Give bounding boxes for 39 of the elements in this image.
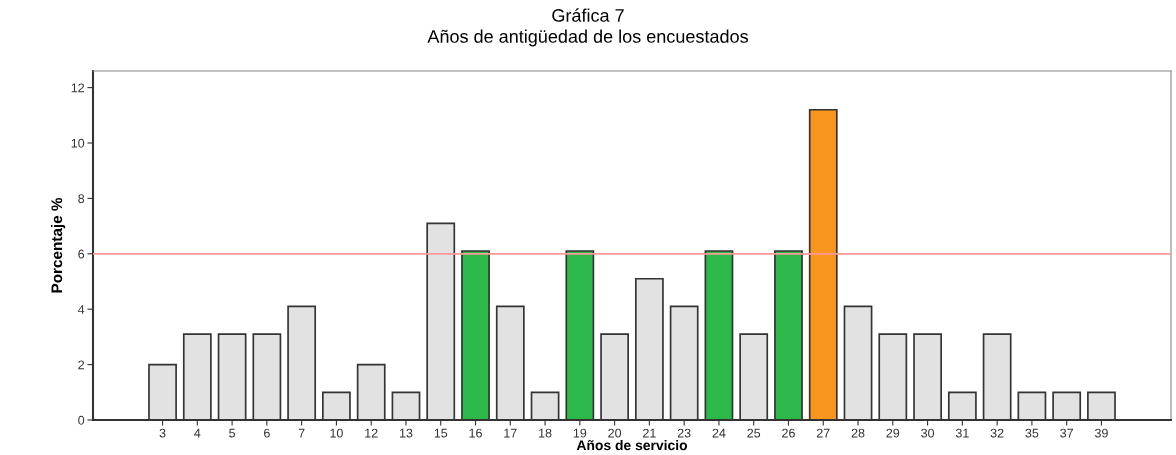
- x-tick-label: 24: [712, 428, 726, 438]
- chart-subtitle: Años de antigüedad de los encuestados: [427, 29, 748, 47]
- x-tick-label: 17: [504, 428, 517, 438]
- y-tick-label: 8: [78, 194, 85, 204]
- x-tick-label: 5: [229, 428, 236, 438]
- x-tick-label: 21: [643, 428, 656, 438]
- x-tick-label: 35: [1025, 428, 1039, 438]
- y-tick-label: 12: [71, 83, 85, 93]
- y-tick-label: 10: [71, 138, 85, 148]
- y-tick-label: 0: [78, 415, 85, 425]
- x-tick-label: 30: [921, 428, 935, 438]
- x-tick-label: 19: [573, 428, 587, 438]
- x-tick-label: 12: [365, 428, 378, 438]
- x-tick-label: 7: [298, 428, 305, 438]
- x-axis-title: Años de servicio: [576, 439, 688, 451]
- x-tick-label: 39: [1094, 428, 1108, 438]
- x-tick-label: 26: [782, 428, 795, 438]
- y-axis-title: Porcentaje %: [50, 197, 66, 293]
- x-tick-label: 31: [955, 428, 969, 438]
- x-tick-label: 28: [851, 428, 865, 438]
- chart-title: Gráfica 7: [552, 8, 624, 22]
- x-tick-label: 32: [990, 428, 1004, 438]
- x-tick-label: 4: [194, 428, 201, 438]
- x-tick-label: 13: [399, 428, 413, 438]
- x-tick-label: 15: [434, 428, 448, 438]
- x-tick-label: 37: [1060, 428, 1073, 438]
- x-tick-label: 25: [747, 428, 761, 438]
- y-tick-label: 6: [78, 249, 85, 259]
- x-tick-label: 10: [330, 428, 343, 438]
- x-tick-label: 27: [816, 428, 830, 438]
- x-tick-label: 6: [264, 428, 270, 438]
- y-tick-label: 4: [78, 305, 85, 314]
- y-tick-label: 2: [78, 360, 85, 370]
- x-tick-label: 16: [469, 428, 482, 438]
- x-tick-label: 18: [539, 428, 552, 438]
- x-tick-label: 29: [886, 428, 900, 438]
- x-tick-label: 3: [159, 428, 166, 438]
- x-tick-label: 20: [608, 428, 622, 438]
- x-tick-label: 23: [677, 428, 691, 438]
